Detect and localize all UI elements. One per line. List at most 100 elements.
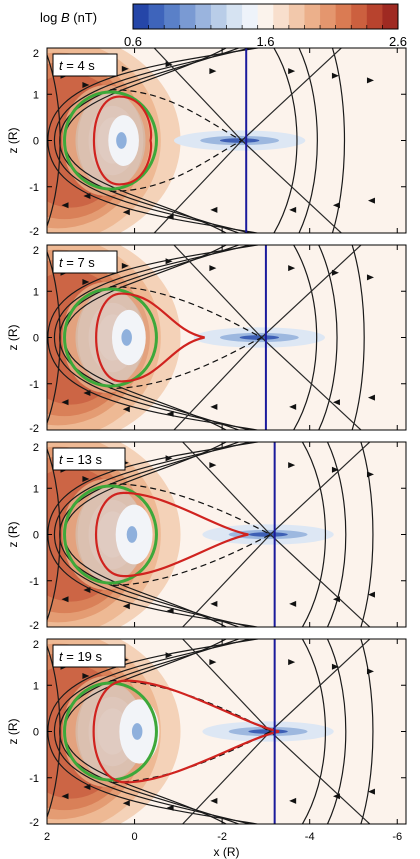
field-line bbox=[317, 245, 338, 430]
green-boundary bbox=[63, 287, 158, 388]
y-tick-label: 1 bbox=[33, 483, 39, 495]
arrowhead bbox=[61, 793, 69, 800]
arrowhead bbox=[83, 193, 91, 199]
y-tick-label: 0 bbox=[33, 727, 39, 739]
panel-1: 2 1 0 -1 -2 z (R) t = 4 s bbox=[6, 47, 407, 238]
field-line bbox=[269, 442, 371, 627]
y-tick-label: 1 bbox=[33, 680, 39, 692]
separatrix bbox=[110, 483, 272, 586]
arrowhead bbox=[367, 197, 375, 204]
y-tick-label: 0 bbox=[33, 333, 39, 345]
arrowhead bbox=[289, 600, 297, 607]
field-line bbox=[301, 639, 327, 824]
y-axis-label: z (R) bbox=[6, 128, 20, 154]
field-line bbox=[53, 442, 253, 627]
y-tick-label: 2 bbox=[33, 245, 39, 257]
colorbar-swatch bbox=[242, 4, 259, 29]
arrowhead bbox=[366, 274, 374, 281]
arrowhead bbox=[166, 607, 174, 614]
y-tick-label: 0 bbox=[33, 136, 39, 148]
colorbar-swatch bbox=[304, 4, 321, 29]
x-tick-label: -6 bbox=[392, 831, 402, 843]
heatmap-band bbox=[248, 532, 288, 537]
colorbar-frame bbox=[132, 3, 399, 30]
arrowhead bbox=[121, 65, 129, 72]
arrowhead bbox=[289, 206, 297, 213]
arrowhead bbox=[210, 403, 218, 410]
arrowhead bbox=[83, 587, 91, 593]
colorbar-label: log B (nT) bbox=[40, 10, 97, 25]
heatmap-band bbox=[121, 329, 132, 346]
plot-area bbox=[47, 245, 406, 430]
arrowhead bbox=[366, 77, 374, 84]
green-boundary bbox=[63, 90, 158, 191]
green-boundary bbox=[63, 681, 158, 782]
field-line bbox=[360, 442, 374, 627]
field-line bbox=[59, 48, 241, 233]
arrowhead bbox=[209, 462, 217, 469]
separatrix-line bbox=[110, 89, 244, 192]
time-label-box bbox=[52, 644, 126, 668]
colorbar-swatch bbox=[148, 4, 165, 29]
field-line bbox=[269, 639, 371, 824]
arrowhead bbox=[165, 652, 173, 659]
red-boundary bbox=[95, 491, 249, 578]
field-line bbox=[326, 639, 347, 824]
x-tick-label: -4 bbox=[305, 831, 315, 843]
colorbar-swatch bbox=[351, 4, 368, 29]
field-line bbox=[59, 245, 241, 430]
colorbar-swatch bbox=[382, 4, 399, 29]
arrowhead bbox=[210, 600, 218, 607]
arrowhead bbox=[82, 82, 90, 88]
field-line bbox=[53, 48, 253, 233]
panel-3: 2 1 0 -1 -2 z (R) t = 13 s bbox=[6, 441, 407, 632]
plot-area bbox=[47, 442, 406, 627]
field-line bbox=[331, 48, 346, 233]
arrowhead bbox=[83, 784, 91, 790]
arrowhead bbox=[166, 804, 174, 811]
y-tick-label: 1 bbox=[33, 286, 39, 298]
colorbar-swatch bbox=[210, 4, 228, 29]
y-tick-label: 1 bbox=[33, 89, 39, 101]
colorbar-tick-label: 0.6 bbox=[124, 34, 142, 49]
red-boundary bbox=[95, 292, 205, 383]
arrowhead bbox=[210, 797, 218, 804]
arrowhead bbox=[288, 265, 296, 272]
colorbar: log B (nT) 0.6 1.6 2.6 bbox=[40, 3, 407, 49]
arrowhead bbox=[121, 262, 129, 269]
time-label: t = 19 s bbox=[59, 649, 103, 664]
arrowhead bbox=[61, 596, 69, 603]
colorbar-swatch bbox=[320, 4, 337, 29]
heatmap-band bbox=[126, 526, 138, 543]
arrowhead bbox=[166, 213, 174, 220]
y-axis-label: z (R) bbox=[6, 325, 20, 351]
y-axis-label: z (R) bbox=[6, 522, 20, 548]
heatmap-band bbox=[131, 723, 143, 740]
field-line bbox=[53, 245, 253, 430]
separatrix-line bbox=[110, 483, 272, 586]
arrowhead bbox=[288, 68, 296, 75]
field-line bbox=[351, 245, 365, 430]
x-tick-label: -2 bbox=[217, 831, 227, 843]
arrowhead bbox=[367, 788, 375, 795]
red-boundary bbox=[93, 95, 153, 186]
y-tick-label: -1 bbox=[29, 576, 39, 588]
colorbar-swatch bbox=[273, 4, 290, 29]
y-tick-label: 2 bbox=[33, 48, 39, 60]
arrowhead bbox=[122, 800, 130, 807]
arrowhead bbox=[210, 206, 218, 213]
arrowhead bbox=[332, 202, 340, 209]
time-label: t = 4 s bbox=[59, 58, 95, 73]
arrowhead bbox=[165, 61, 173, 68]
colorbar-swatch bbox=[195, 4, 212, 29]
arrowhead bbox=[209, 659, 217, 666]
arrowhead bbox=[366, 668, 374, 675]
colorbar-swatch bbox=[179, 4, 196, 29]
arrowhead bbox=[83, 390, 91, 396]
arrowhead bbox=[332, 399, 340, 406]
field-line bbox=[59, 639, 241, 824]
panels: 2 1 0 -1 -2 z (R) t = 4 s 2 1 0 -1 -2 z (R) t = 7 s 2 1… bbox=[6, 47, 407, 859]
field-line bbox=[292, 245, 318, 430]
arrowhead bbox=[331, 269, 339, 276]
